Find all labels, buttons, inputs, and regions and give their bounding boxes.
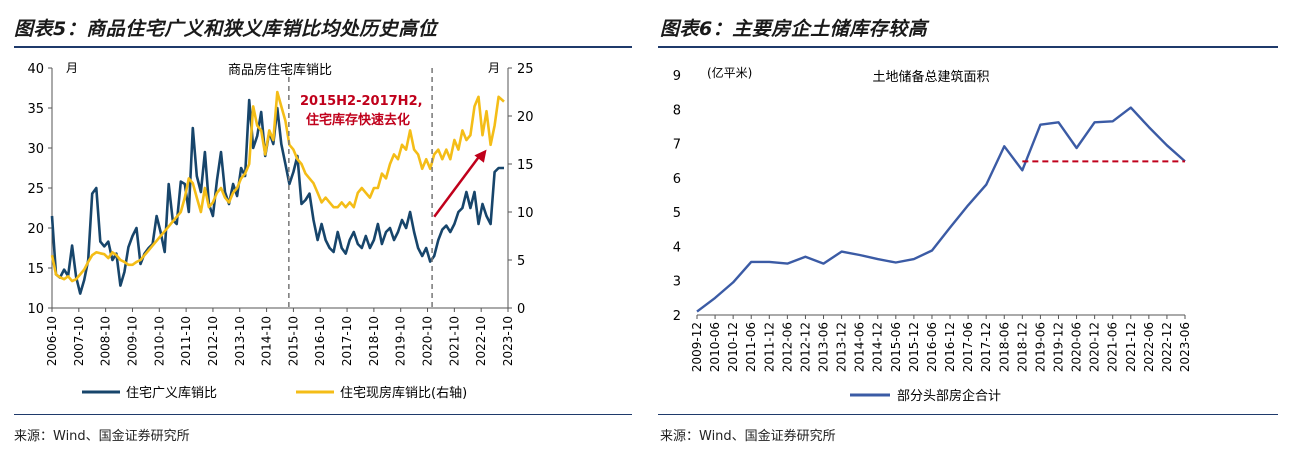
right-y-axis-label: 月 [488,61,500,75]
x-tick-label: 2020-12 [1088,322,1102,372]
left-axes: 10 15 20 25 30 35 40 0 5 10 15 20 25 月 月 商品房住宅库销比 2006-1… [27,61,533,366]
x-tick-label: 2022-10 [474,316,488,366]
right-y-tick-label: 5 [517,254,525,269]
x-tick-label: 2019-06 [1033,322,1047,372]
left-y-tick-label: 15 [27,262,44,277]
right-chart-title: 图表6：主要房企土储库存较高 [660,18,928,40]
x-tick-label: 2016-12 [943,322,957,372]
right-y-tick-label: 10 [517,206,534,221]
x-tick-label: 2016-10 [313,316,327,366]
x-tick-label: 2016-06 [925,322,939,372]
x-tick-label: 2018-06 [997,322,1011,372]
left-y-tick-label: 20 [27,222,44,237]
left-legend: 住宅广义库销比 住宅现房库销比(右轴) [82,385,467,401]
x-tick-label: 2012-12 [798,322,812,372]
y-tick-label: 3 [673,275,681,290]
right-source: 来源：Wind、国金证券研究所 [660,429,836,444]
x-tick-label: 2014-10 [260,316,274,366]
chart-title: 土地储备总建筑面积 [872,69,989,85]
right-line-chart: 2 3 4 5 6 7 8 9 (亿平米) 土地储备总建筑面积 2009-12 2010-06 2010… [673,65,1192,404]
x-tick-label: 2015-10 [286,316,300,366]
left-y-tick-label: 10 [27,302,44,317]
x-tick-label: 2014-12 [871,322,885,372]
x-tick-label: 2009-10 [125,316,139,366]
x-tick-label: 2018-12 [1015,322,1029,372]
x-tick-label: 2023-10 [501,316,515,366]
x-tick-label: 2008-10 [99,316,113,366]
x-tick-label: 2015-12 [907,322,921,372]
series-line-broad [50,98,504,295]
x-tick-label: 2015-06 [889,322,903,372]
x-tick-label: 2019-12 [1051,322,1065,372]
x-tick-label: 2007-10 [72,316,86,366]
series-line-current [50,90,505,283]
y-tick-label: 2 [673,309,681,324]
x-tick-label: 2013-10 [233,316,247,366]
legend-label-broad: 住宅广义库销比 [126,385,217,401]
right-title-rule [658,46,1278,48]
x-tick-label: 2022-06 [1142,322,1156,372]
x-tick-label: 2021-06 [1106,322,1120,372]
left-y-tick-label: 25 [27,182,44,197]
series-line-land-reserve [696,106,1186,313]
x-tick-label: 2018-10 [367,316,381,366]
annotation-line-1: 2015H2-2017H2, [300,94,423,109]
y-tick-label: 5 [673,206,681,221]
x-tick-label: 2011-06 [744,322,758,372]
annotation-line-2: 住宅库存快速去化 [306,112,410,128]
left-source: 来源：Wind、国金证券研究所 [14,429,190,444]
right-source-rule [658,414,1278,415]
right-y-tick-label: 0 [517,302,525,317]
x-tick-label: 2012-06 [780,322,794,372]
left-title-rule [14,46,632,48]
x-tick-label: 2011-10 [179,316,193,366]
left-chart-title: 图表5：商品住宅广义和狭义库销比均处历史高位 [14,18,438,40]
left-overlay: 2015H2-2017H2, 住宅库存快速去化 [288,68,487,308]
left-y-axis-label: 月 [66,61,78,75]
right-y-tick-label: 15 [517,158,534,173]
y-tick-label: 8 [673,103,681,118]
x-tick-label: 2011-12 [762,322,776,372]
x-tick-label: 2017-06 [961,322,975,372]
left-y-tick-label: 35 [27,102,44,117]
x-tick-label: 2021-12 [1124,322,1138,372]
x-tick-label: 2017-10 [340,316,354,366]
x-tick-label: 2022-12 [1160,322,1174,372]
left-line-chart: 10 15 20 25 30 35 40 0 5 10 15 20 25 月 月 商品房住宅库销比 2006-1… [27,61,533,401]
legend-label-current: 住宅现房库销比(右轴) [340,385,467,401]
right-series-group [696,106,1186,313]
x-tick-label: 2017-12 [979,322,993,372]
x-tick-label: 2021-10 [447,316,461,366]
x-tick-label: 2013-12 [835,322,849,372]
y-axis-label: (亿平米) [707,65,752,80]
right-legend: 部分头部房企合计 [850,388,1001,404]
x-tick-label: 2013-06 [817,322,831,372]
left-y-tick-label: 30 [27,142,44,157]
y-tick-label: 7 [673,138,681,153]
x-tick-label: 2020-06 [1070,322,1084,372]
x-tick-label: 2012-10 [206,316,220,366]
chart-title: 商品房住宅库销比 [228,62,332,78]
x-tick-label: 2010-06 [708,322,722,372]
x-tick-label: 2014-06 [853,322,867,372]
left-y-tick-label: 40 [27,62,44,77]
left-source-rule [14,414,632,415]
x-tick-label: 2010-10 [152,316,166,366]
y-tick-label: 6 [673,172,681,187]
x-tick-label: 2020-10 [421,316,435,366]
right-y-tick-label: 20 [517,110,534,125]
legend-label-land-reserve: 部分头部房企合计 [897,388,1001,404]
y-tick-label: 4 [673,240,681,255]
trend-arrow-shaft [433,153,482,218]
right-y-tick-label: 25 [517,62,534,77]
x-tick-label: 2006-10 [45,316,59,366]
trend-arrow-head [474,149,487,163]
right-axes: 2 3 4 5 6 7 8 9 (亿平米) 土地储备总建筑面积 2009-12 2010-06 2010… [673,65,1192,372]
x-tick-label: 2009-12 [690,322,704,372]
y-tick-label: 9 [673,69,681,84]
left-series-group [50,90,505,295]
x-tick-label: 2023-06 [1178,322,1192,372]
x-tick-label: 2019-10 [394,316,408,366]
x-tick-label: 2010-12 [726,322,740,372]
